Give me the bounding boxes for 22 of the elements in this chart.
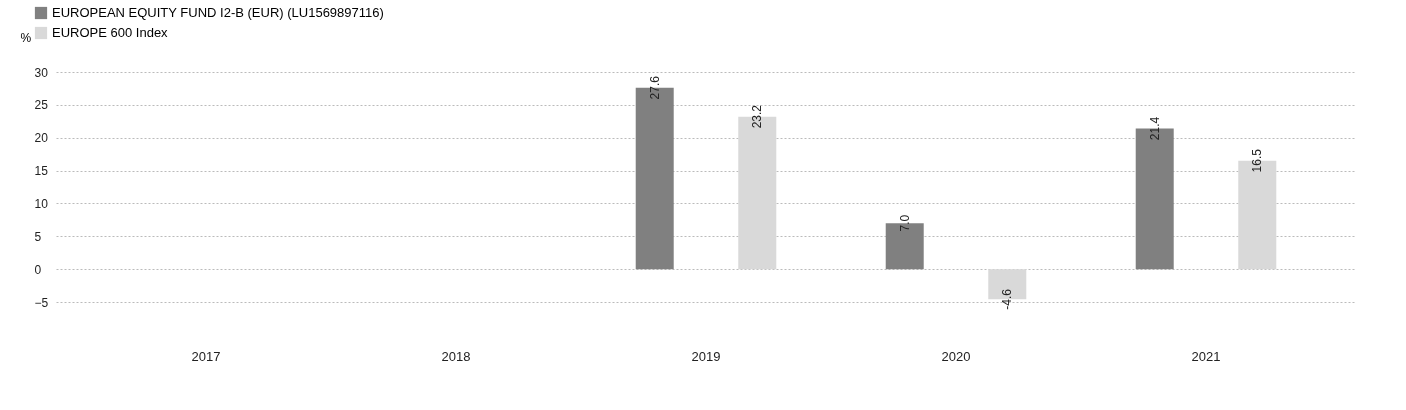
data-label: 23.2	[750, 104, 765, 129]
data-label: -4.6	[1000, 288, 1015, 310]
data-label: 16.5	[1250, 148, 1265, 173]
y-tick-label: 5	[34, 229, 42, 244]
x-tick-label: 2018	[441, 348, 471, 364]
y-tick-label: 10	[34, 196, 49, 211]
data-label: 7.0	[897, 214, 912, 232]
x-tick-label: 2020	[941, 348, 971, 364]
x-tick-label: 2019	[691, 348, 721, 364]
y-tick-label: 25	[34, 98, 49, 113]
y-tick-label: 20	[34, 131, 49, 146]
legend-label: EUROPEAN EQUITY FUND I2-B (EUR) (LU1569897116)	[52, 5, 384, 20]
legend-label: EUROPE 600 Index	[52, 25, 169, 40]
y-tick-label: 0	[34, 262, 42, 277]
x-tick-label: 2021	[1191, 348, 1221, 364]
y-tick-label: 15	[34, 164, 49, 179]
y-tick-label: 30	[34, 65, 49, 80]
x-tick-label: 2017	[191, 348, 221, 364]
data-label: 21.4	[1147, 116, 1162, 141]
y-tick-label: −5	[34, 295, 49, 310]
data-label: 27.6	[647, 75, 662, 100]
y-axis-title: %	[20, 30, 32, 45]
